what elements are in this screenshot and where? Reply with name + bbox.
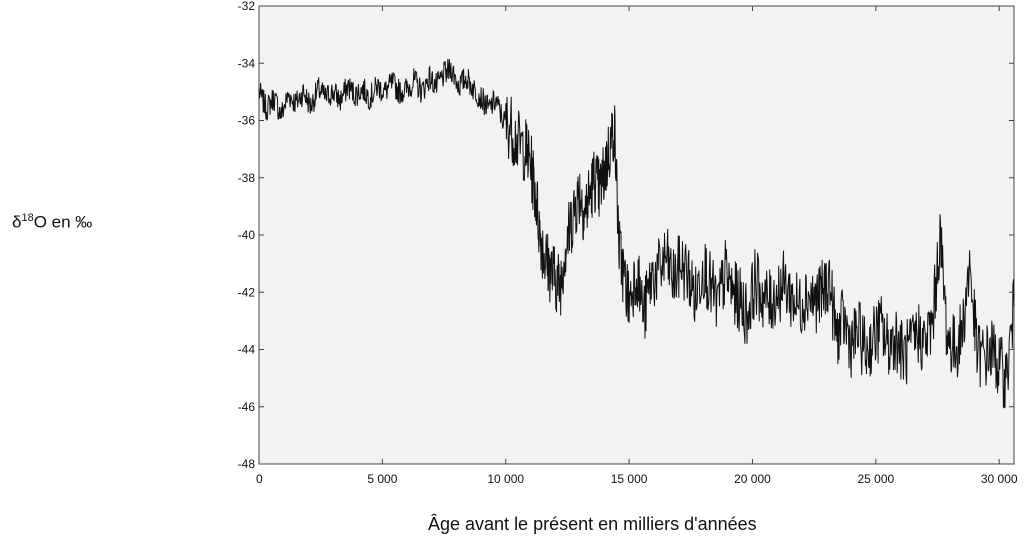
y-tick-label: -48 [238, 457, 256, 471]
plot-area [258, 5, 1015, 465]
x-axis-label: Âge avant le présent en milliers d'année… [428, 514, 757, 534]
y-tick-label: -46 [238, 400, 256, 414]
x-tick-label: 5 000 [367, 472, 397, 486]
x-tick-label: 30 000 [981, 472, 1018, 486]
y-tick-label: -40 [238, 228, 256, 242]
y-tick-label: -42 [238, 285, 256, 299]
x-axis: 0 5 000 10 000 15 000 20 000 25 000 30 000 [256, 6, 1018, 486]
y-tick-label: -34 [238, 56, 256, 70]
y-tick-label: -44 [238, 343, 256, 357]
x-tick-label: 20 000 [734, 472, 771, 486]
x-tick-label: 10 000 [487, 472, 524, 486]
y-tick-label: -32 [238, 0, 256, 13]
x-tick-label: 25 000 [857, 472, 894, 486]
y-tick-label: -38 [238, 171, 256, 185]
y-axis: -48 -46 -44 -42 -40 -38 -36 -34 -32 [238, 0, 1014, 471]
series-line [258, 58, 1015, 409]
x-tick-label: 0 [256, 472, 263, 486]
x-tick-label: 15 000 [611, 472, 648, 486]
y-tick-label: -36 [238, 114, 256, 128]
y-axis-label: δ18O en ‰ [12, 212, 93, 232]
